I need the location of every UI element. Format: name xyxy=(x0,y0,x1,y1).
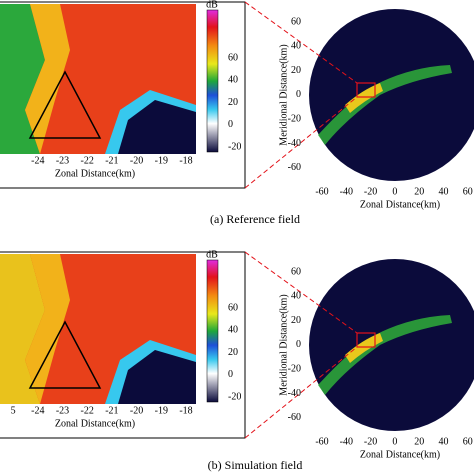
y-tick-label: -40 xyxy=(288,388,301,399)
heat-yellow xyxy=(25,4,70,154)
heat-green xyxy=(0,254,45,404)
x-axis-label: Zonal Distance(km) xyxy=(360,199,440,210)
heat-dark xyxy=(118,350,196,404)
colorbar-tick-label: 40 xyxy=(228,75,238,86)
radar-disc xyxy=(309,259,474,431)
heat-dark xyxy=(118,100,196,154)
x-tick-label: 40 xyxy=(439,436,449,447)
y-tick-label: 20 xyxy=(291,315,301,326)
x-tick-label: -22 xyxy=(81,405,94,416)
y-axis-label: Meridional Distance(km) xyxy=(278,44,289,145)
panel: dB 60 40 20 0 -20 5 -24 -23 -22 -21 -20 -19 -18 Zonal … xyxy=(0,249,474,472)
x-tick-label: -19 xyxy=(155,155,168,166)
y-tick-label: 40 xyxy=(291,41,301,52)
colorbar-unit: dB xyxy=(206,0,218,10)
y-tick-label: -20 xyxy=(288,363,301,374)
x-axis-label: Zonal Distance(km) xyxy=(55,168,135,179)
x-tick-label: 20 xyxy=(414,186,424,197)
colorbar-tick-label: 40 xyxy=(228,325,238,336)
caption: (a) Reference field xyxy=(210,212,300,226)
x-tick-label: -20 xyxy=(364,436,377,447)
x-tick-label: -20 xyxy=(130,405,143,416)
x-tick-label: -23 xyxy=(56,405,69,416)
x-tick-label: -60 xyxy=(315,186,328,197)
zoom-heatmap xyxy=(0,254,196,404)
zoom-frame xyxy=(0,251,246,439)
y-tick-label: 20 xyxy=(291,65,301,76)
x-tick-label: 20 xyxy=(414,436,424,447)
zoom-box xyxy=(356,332,376,348)
x-tick-label: 0 xyxy=(392,186,397,197)
x-tick-label: -40 xyxy=(340,186,353,197)
colorbar-unit: dB xyxy=(206,249,218,260)
x-tick-label: 5 xyxy=(11,405,16,416)
echo-core xyxy=(345,83,383,113)
x-tick-label: -22 xyxy=(81,155,94,166)
x-tick-label: -60 xyxy=(315,436,328,447)
y-tick-label: -60 xyxy=(288,162,301,173)
y-tick-label: 40 xyxy=(291,291,301,302)
radar-disc xyxy=(309,9,474,181)
connector xyxy=(244,346,358,439)
heat-green xyxy=(0,4,45,154)
x-tick-label: -21 xyxy=(105,155,118,166)
x-axis-label: Zonal Distance(km) xyxy=(55,418,135,429)
caption: (b) Simulation field xyxy=(208,458,303,472)
zoom-box xyxy=(356,82,376,98)
triangle xyxy=(28,70,102,139)
colorbar-tick-label: 0 xyxy=(228,119,233,130)
x-tick-label: 0 xyxy=(392,436,397,447)
x-tick-label: 60 xyxy=(463,436,473,447)
x-tick-label: -18 xyxy=(179,405,192,416)
echo-band xyxy=(318,315,452,395)
colorbar-tick-label: 0 xyxy=(228,369,233,380)
x-tick-label: -24 xyxy=(31,405,44,416)
y-axis-label: Meridional Distance(km) xyxy=(278,294,289,395)
x-tick-label: -40 xyxy=(340,436,353,447)
colorbar-tick-label: -20 xyxy=(228,391,241,402)
y-tick-label: -60 xyxy=(288,412,301,423)
x-tick-label: -21 xyxy=(105,405,118,416)
echo-band xyxy=(318,65,452,145)
x-axis-label: Zonal Distance(km) xyxy=(360,449,440,460)
x-tick-label: -19 xyxy=(155,405,168,416)
triangle xyxy=(28,320,102,389)
panel: dB 60 40 20 0 -20 -24 -23 -22 -21 -20 -19 -18 Zonal D… xyxy=(0,0,474,226)
x-tick-label: -23 xyxy=(56,155,69,166)
x-tick-label: -20 xyxy=(130,155,143,166)
zoom-frame xyxy=(0,1,246,189)
x-tick-label: 40 xyxy=(439,186,449,197)
y-tick-label: -40 xyxy=(288,138,301,149)
connector xyxy=(244,251,358,334)
echo-core xyxy=(345,333,383,363)
colorbar-tick-label: 60 xyxy=(228,52,238,63)
x-tick-label: -18 xyxy=(179,155,192,166)
connector xyxy=(244,1,358,84)
x-tick-label: -20 xyxy=(364,186,377,197)
y-tick-label: -20 xyxy=(288,113,301,124)
x-tick-label: -24 xyxy=(31,155,44,166)
y-tick-label: 60 xyxy=(291,16,301,27)
connector xyxy=(244,96,358,189)
colorbar-tick-label: 20 xyxy=(228,97,238,108)
x-tick-label: 60 xyxy=(463,186,473,197)
colorbar-tick-label: 60 xyxy=(228,302,238,313)
colorbar xyxy=(206,259,219,403)
y-tick-label: 0 xyxy=(296,339,301,350)
colorbar-tick-label: -20 xyxy=(228,141,241,152)
heat-yellow xyxy=(25,254,70,404)
y-tick-label: 60 xyxy=(291,266,301,277)
colorbar xyxy=(206,9,219,153)
zoom-heatmap xyxy=(0,4,196,154)
colorbar-tick-label: 20 xyxy=(228,347,238,358)
y-tick-label: 0 xyxy=(296,89,301,100)
